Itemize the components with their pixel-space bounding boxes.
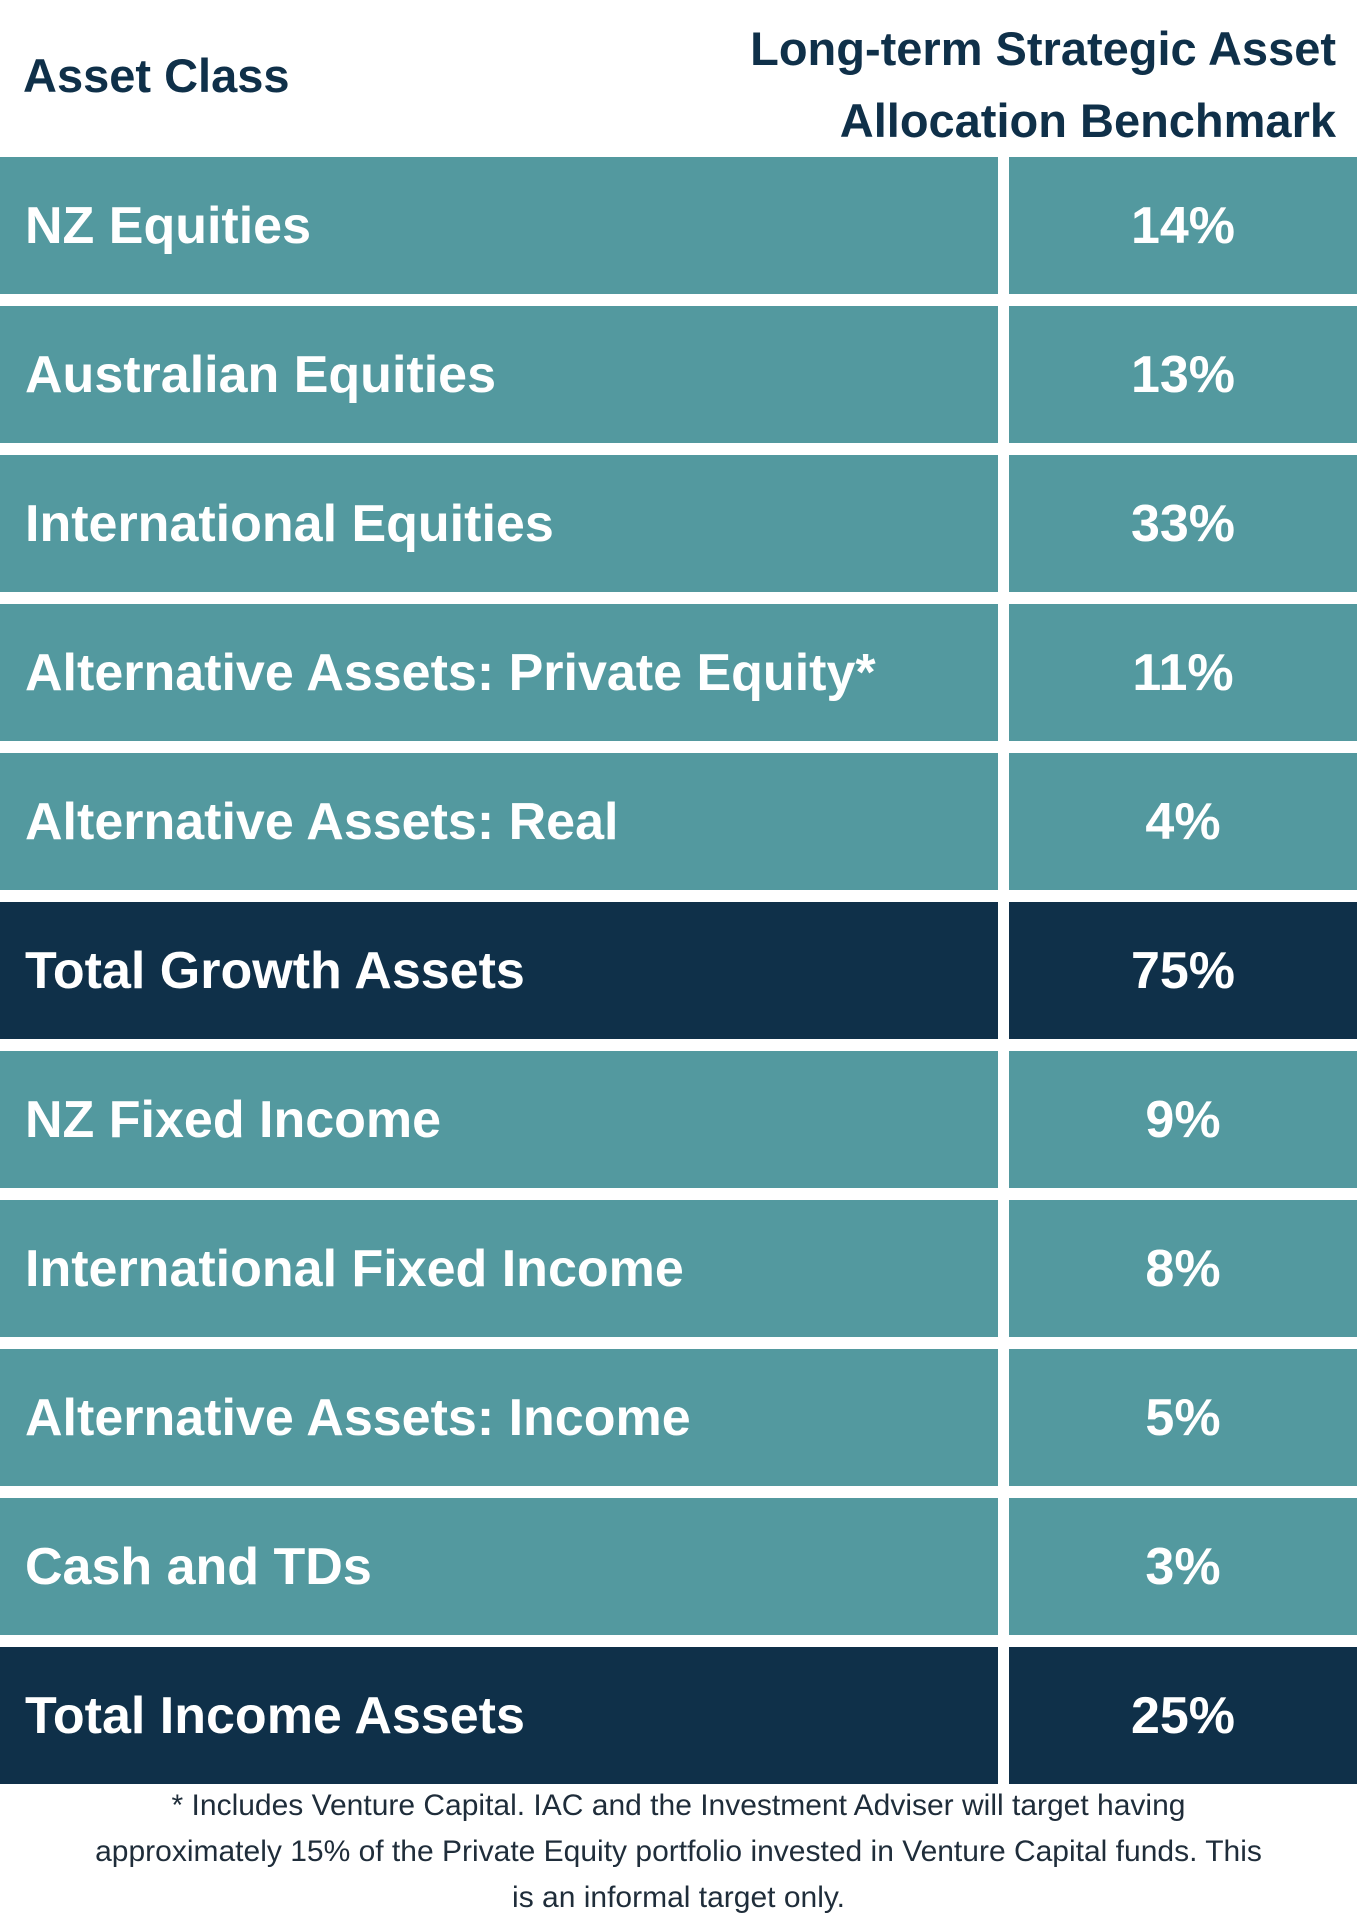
asset-class-cell: NZ Equities [0,157,998,294]
table-row: NZ Equities 14% [0,157,1357,294]
benchmark-header-line2: Allocation Benchmark [839,94,1336,147]
allocation-cell: 13% [1009,306,1357,443]
allocation-cell: 8% [1009,1200,1357,1337]
footnote: * Includes Venture Capital. IAC and the … [30,1783,1327,1921]
asset-class-cell: Cash and TDs [0,1498,998,1635]
allocation-cell: 3% [1009,1498,1357,1635]
allocation-cell: 5% [1009,1349,1357,1486]
footnote-line1: * Includes Venture Capital. IAC and the … [171,1789,1186,1822]
allocation-cell: 4% [1009,753,1357,890]
table-row: NZ Fixed Income 9% [0,1051,1357,1188]
footnote-line2: approximately 15% of the Private Equity … [95,1835,1262,1868]
table-row: Alternative Assets: Private Equity* 11% [0,604,1357,741]
allocation-cell: 14% [1009,157,1357,294]
table-row: International Equities 33% [0,455,1357,592]
table-row: Cash and TDs 3% [0,1498,1357,1635]
table-row: Australian Equities 13% [0,306,1357,443]
benchmark-header-line1: Long-term Strategic Asset [750,22,1336,75]
asset-class-cell: Alternative Assets: Income [0,1349,998,1486]
footnote-line3: is an informal target only. [512,1881,845,1914]
total-row: Total Income Assets 25% [0,1647,1357,1784]
allocation-cell: 11% [1009,604,1357,741]
allocation-cell: 33% [1009,455,1357,592]
total-value-cell: 25% [1009,1647,1357,1784]
asset-class-header: Asset Class [23,49,290,102]
total-value-cell: 75% [1009,902,1357,1039]
total-label-cell: Total Income Assets [0,1647,998,1784]
total-row: Total Growth Assets 75% [0,902,1357,1039]
total-label-cell: Total Growth Assets [0,902,998,1039]
asset-class-cell: Alternative Assets: Private Equity* [0,604,998,741]
table-row: Alternative Assets: Real 4% [0,753,1357,890]
asset-class-cell: Australian Equities [0,306,998,443]
table-row: International Fixed Income 8% [0,1200,1357,1337]
benchmark-header: Long-term Strategic Asset Allocation Ben… [636,13,1336,157]
table-row: Alternative Assets: Income 5% [0,1349,1357,1486]
asset-class-cell: International Equities [0,455,998,592]
table-header: Asset Class Long-term Strategic Asset Al… [0,0,1357,157]
asset-class-cell: Alternative Assets: Real [0,753,998,890]
asset-class-cell: International Fixed Income [0,1200,998,1337]
asset-class-cell: NZ Fixed Income [0,1051,998,1188]
allocation-cell: 9% [1009,1051,1357,1188]
